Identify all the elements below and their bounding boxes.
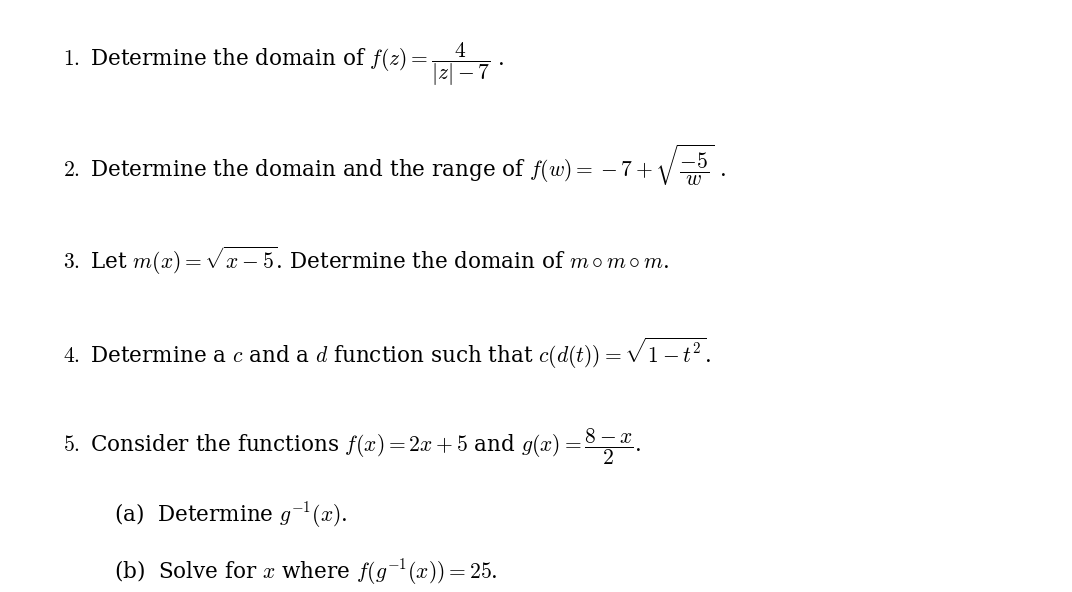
Text: $\mathbf{3.}$ Let $m(x) = \sqrt{x-5}$. Determine the domain of $m \circ m \circ : $\mathbf{3.}$ Let $m(x) = \sqrt{x-5}$. D… — [62, 245, 669, 277]
Text: $\mathbf{2.}$ Determine the domain and the range of $f(w) = -7 + \sqrt{\dfrac{-5: $\mathbf{2.}$ Determine the domain and t… — [62, 143, 726, 188]
Text: (a)  Determine $g^{-1}(x)$.: (a) Determine $g^{-1}(x)$. — [114, 501, 347, 530]
Text: (b)  Solve for $x$ where $f(g^{-1}(x)) = 25$.: (b) Solve for $x$ where $f(g^{-1}(x)) = … — [114, 558, 497, 587]
Text: $\mathbf{5.}$ Consider the functions $f(x) = 2x+5$ and $g(x) = \dfrac{8-x}{2}$.: $\mathbf{5.}$ Consider the functions $f(… — [62, 427, 641, 468]
Text: $\mathbf{4.}$ Determine a $c$ and a $d$ function such that $c(d(t)) = \sqrt{1-t^: $\mathbf{4.}$ Determine a $c$ and a $d$ … — [62, 336, 711, 371]
Text: $\mathbf{1.}$ Determine the domain of $f(z) = \dfrac{4}{|z|-7}$ .: $\mathbf{1.}$ Determine the domain of $f… — [62, 40, 504, 88]
